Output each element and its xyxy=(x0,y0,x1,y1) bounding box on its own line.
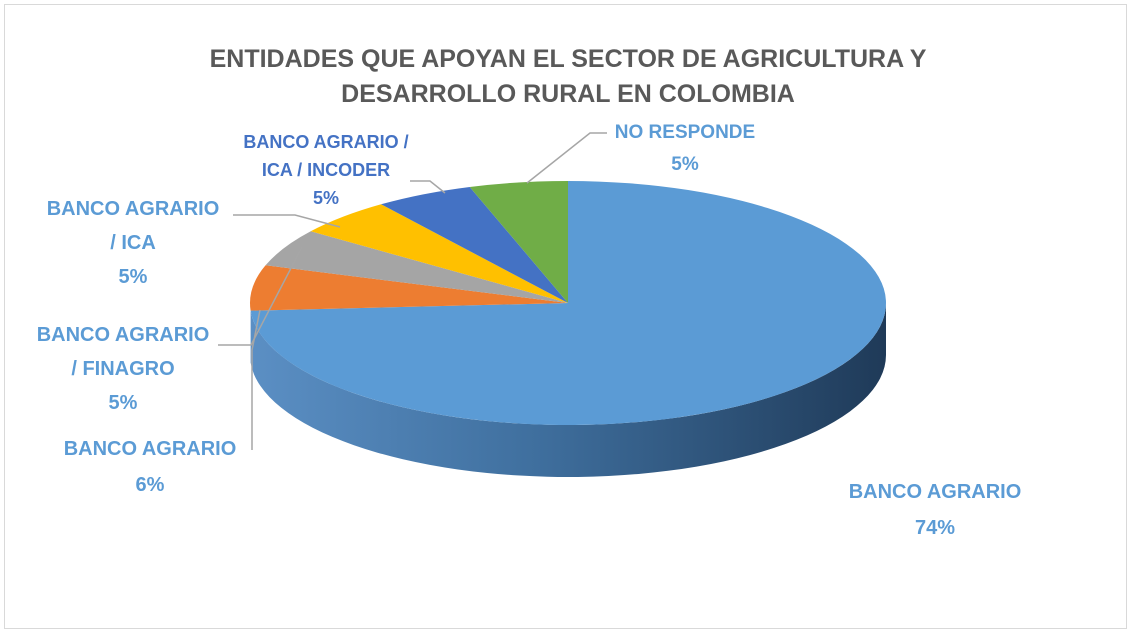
slice-label-3-line-2: / FINAGRO xyxy=(71,358,174,380)
slice-label-5-line-2: ICA / INCODER xyxy=(262,160,390,180)
leader-line-6 xyxy=(526,132,607,184)
leader-line-4 xyxy=(233,214,341,228)
leader-line-5 xyxy=(410,180,446,194)
leader-line-2 xyxy=(251,309,261,450)
chart-frame: ENTIDADES QUE APOYAN EL SECTOR DE AGRICU… xyxy=(4,4,1127,629)
chart-title-line-2: DESARROLLO RURAL EN COLOMBIA xyxy=(341,80,795,108)
slice-label-4-line-2: / ICA xyxy=(110,232,156,254)
slice-label-6-line-1: NO RESPONDE xyxy=(615,122,755,143)
pie-slice-5 xyxy=(381,186,568,303)
slice-value-label-1: 74% xyxy=(915,517,955,539)
pie-side-wall xyxy=(250,303,886,477)
slice-label-1-line-1: BANCO AGRARIO xyxy=(849,481,1022,503)
slice-value-label-5: 5% xyxy=(313,188,339,208)
leader-line-3 xyxy=(218,246,303,346)
slice-label-3-line-1: BANCO AGRARIO xyxy=(37,324,210,346)
pie-chart: ENTIDADES QUE APOYAN EL SECTOR DE AGRICU… xyxy=(37,45,1022,539)
slice-label-5-line-1: BANCO AGRARIO / xyxy=(243,132,408,152)
slice-label-4-line-1: BANCO AGRARIO xyxy=(47,198,220,220)
pie-slice-3 xyxy=(265,231,568,303)
pie-slice-4 xyxy=(310,204,568,303)
chart-title-line-1: ENTIDADES QUE APOYAN EL SECTOR DE AGRICU… xyxy=(210,45,927,73)
slice-value-label-2: 6% xyxy=(136,474,165,496)
slice-value-label-6: 5% xyxy=(671,154,699,175)
slice-value-label-3: 5% xyxy=(109,392,138,414)
pie-slice-6 xyxy=(469,181,568,303)
slice-label-2-line-1: BANCO AGRARIO xyxy=(64,438,237,460)
pie-slice-2 xyxy=(249,265,568,311)
slice-value-label-4: 5% xyxy=(119,266,148,288)
pie-slice-1 xyxy=(250,181,887,425)
